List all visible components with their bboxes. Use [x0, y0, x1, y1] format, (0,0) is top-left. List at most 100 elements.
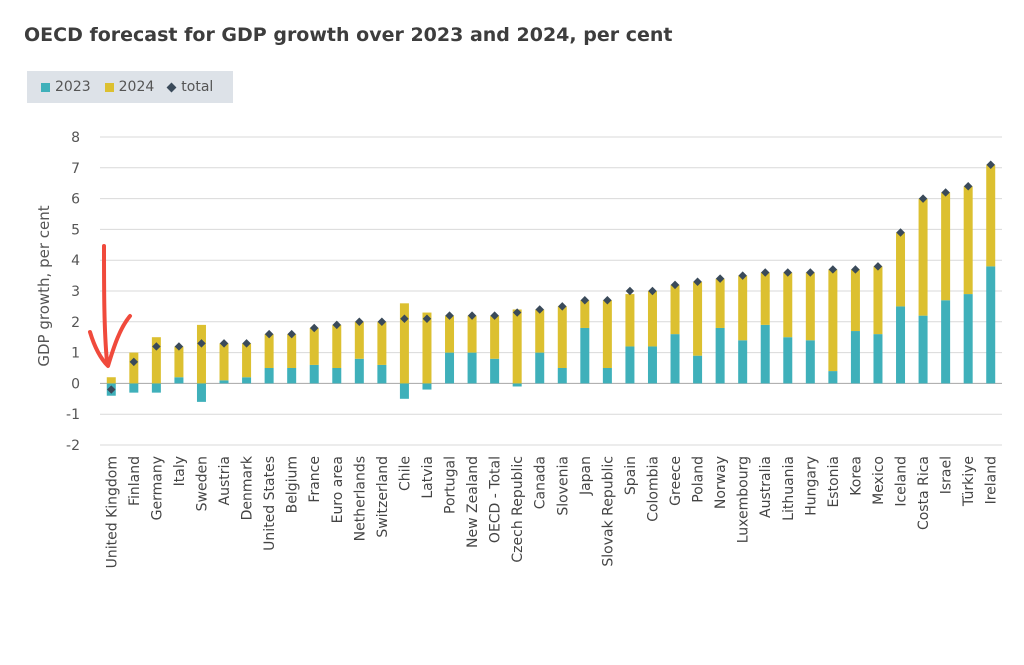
bar-2023 [805, 340, 815, 384]
bar-2023 [580, 327, 590, 384]
total-marker [738, 271, 747, 280]
x-tick-label: Iceland [894, 456, 910, 507]
bar-2024 [760, 272, 770, 325]
x-tick-label: Czech Republic [510, 456, 526, 563]
y-tick-label: 1 [71, 346, 80, 362]
total-marker [445, 311, 454, 320]
total-marker [152, 342, 161, 351]
bar-2023 [129, 383, 139, 393]
total-marker [535, 305, 544, 314]
bar-2023 [963, 294, 973, 384]
bar-2023 [850, 331, 860, 384]
x-tick-label: Denmark [240, 455, 256, 520]
bar-2024 [896, 232, 906, 307]
legend: 2023 2024 total [27, 71, 233, 103]
x-tick-label: Luxembourg [736, 456, 752, 543]
x-tick-label: OECD - Total [488, 456, 504, 543]
bar-2024 [535, 309, 545, 353]
bar-2024 [715, 278, 725, 328]
bar-2024 [309, 327, 319, 365]
total-marker [377, 317, 387, 327]
bar-2023 [354, 358, 364, 384]
bar-2024 [918, 198, 928, 316]
bar-2024 [445, 315, 455, 353]
annotation-arrow-head [88, 314, 132, 368]
bar-2023 [873, 334, 883, 384]
total-marker [129, 357, 139, 367]
legend-swatch-2024 [104, 82, 114, 92]
bar-2023 [715, 327, 725, 384]
x-tick-label: Hungary [803, 456, 819, 516]
bar-2023 [151, 383, 161, 393]
bar-2024 [106, 377, 116, 384]
bar-2023 [174, 377, 184, 384]
y-tick-label: 0 [71, 376, 80, 392]
total-marker [760, 268, 770, 277]
bar-2024 [151, 337, 161, 384]
total-marker [625, 286, 635, 296]
x-tick-label: Chile [397, 456, 413, 491]
total-marker [603, 295, 612, 305]
legend-swatch-2023 [41, 82, 50, 92]
y-tick-label: 4 [71, 253, 80, 269]
bar-2024 [693, 281, 703, 356]
x-tick-label: Lithuania [781, 456, 797, 521]
x-tick-label: Ireland [984, 456, 1000, 504]
x-tick-label: Australia [758, 456, 774, 518]
y-tick-label: -2 [66, 438, 80, 454]
x-tick-label: Israel [939, 456, 955, 494]
y-tick-label: 2 [71, 315, 80, 331]
x-tick-label: Euro area [330, 456, 346, 523]
total-marker [715, 274, 725, 283]
total-marker [309, 323, 319, 333]
bar-2023 [264, 368, 274, 384]
bar-2024 [399, 303, 409, 384]
bar-2023 [941, 300, 951, 384]
bar-2024 [557, 306, 567, 368]
y-tick-label: 8 [71, 130, 80, 146]
legend-label-2024: 2024 [118, 79, 155, 95]
bar-2023 [602, 368, 612, 384]
y-tick-label: 5 [71, 222, 80, 238]
x-tick-label: Germany [149, 456, 165, 520]
total-marker [219, 339, 229, 348]
bar-2024 [490, 315, 500, 359]
x-tick-label: Japan [578, 456, 594, 496]
total-marker [400, 314, 409, 323]
bar-2023 [896, 306, 906, 384]
y-tick-label: -1 [66, 407, 80, 423]
total-marker [467, 311, 477, 320]
total-marker [873, 262, 883, 271]
bar-2024 [805, 272, 815, 341]
bar-2024 [602, 300, 612, 368]
bar-2023 [287, 368, 297, 384]
bar-2023 [242, 377, 252, 384]
bar-2024 [625, 294, 635, 347]
chart-title: OECD forecast for GDP growth over 2023 a… [24, 24, 673, 46]
legend-item-2023: 2023 [41, 79, 91, 95]
x-tick-label: Norway [713, 456, 729, 509]
x-tick-label: Costa Rica [916, 456, 932, 530]
total-marker [287, 329, 296, 339]
bar-2024 [783, 272, 793, 338]
bar-2023 [647, 346, 657, 384]
x-tick-label: United States [262, 456, 278, 551]
x-tick-label: France [307, 456, 323, 503]
total-marker [693, 277, 702, 287]
legend-item-total: total [166, 79, 213, 95]
bar-2024 [354, 321, 364, 359]
total-marker [107, 385, 116, 394]
total-marker [580, 295, 590, 305]
total-marker [422, 314, 432, 323]
x-tick-label: Italy [172, 456, 188, 486]
bar-2023 [219, 380, 229, 384]
bar-2024 [219, 343, 229, 381]
total-marker [806, 268, 815, 277]
bar-2023 [490, 358, 500, 384]
bar-2023 [445, 352, 455, 384]
x-tick-label: Netherlands [352, 456, 368, 541]
total-marker [851, 265, 860, 274]
bar-2024 [512, 309, 522, 384]
bar-2023 [986, 266, 996, 384]
